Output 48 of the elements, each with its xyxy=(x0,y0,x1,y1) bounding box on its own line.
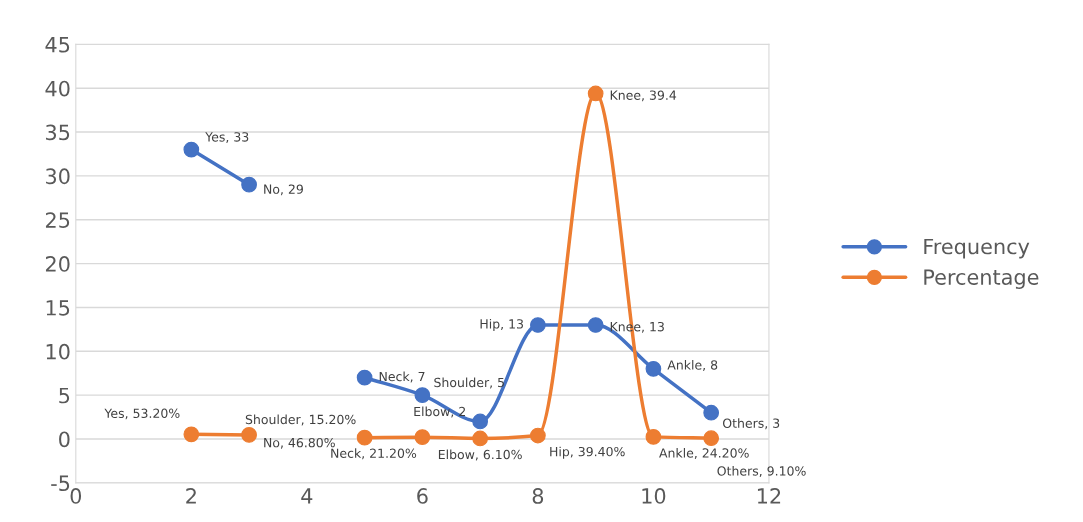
point xyxy=(183,141,200,158)
point xyxy=(472,430,488,447)
y-tick-label: 15 xyxy=(46,300,70,316)
point xyxy=(356,429,373,446)
data-label: Elbow, 2 xyxy=(414,406,465,418)
y-tick-label: 5 xyxy=(59,387,70,404)
y-tick-label: 45 xyxy=(45,37,70,53)
x-tick-label: 0 xyxy=(70,488,82,504)
y-tick-label: 0 xyxy=(59,431,70,448)
data-label: Ankle, 8 xyxy=(667,360,718,371)
data-label: Hip, 39.40% xyxy=(550,446,625,459)
data-label: Yes, 53.20% xyxy=(104,408,180,420)
point xyxy=(645,429,662,445)
x-tick-label: 4 xyxy=(301,488,313,504)
x-tick-label: 8 xyxy=(532,488,544,504)
data-label: Ankle, 24.20% xyxy=(659,447,749,459)
y-tick-label: -5 xyxy=(51,475,70,492)
legend-label: Percentage xyxy=(924,269,1039,289)
x-tick-label: 10 xyxy=(642,488,666,504)
point xyxy=(241,427,257,443)
y-tick-label: 10 xyxy=(46,343,70,360)
data-label: Knee, 39.4 xyxy=(610,90,677,102)
x-tick-label: 12 xyxy=(757,488,781,504)
data-label: Others, 3 xyxy=(722,418,780,430)
y-tick-label: 40 xyxy=(45,80,70,97)
data-label: Elbow, 6.10% xyxy=(438,449,522,461)
point xyxy=(703,430,720,447)
legend-label: Frequency xyxy=(924,238,1030,259)
data-label: Shoulder, 5 xyxy=(434,377,504,389)
point xyxy=(241,176,257,193)
data-label: Yes, 33 xyxy=(205,132,249,143)
point xyxy=(587,85,604,102)
data-label: No, 46.80% xyxy=(264,437,335,449)
y-tick-label: 35 xyxy=(46,124,70,141)
y-tick-label: 25 xyxy=(45,212,70,228)
x-tick-label: 2 xyxy=(186,488,196,504)
y-tick-label: 30 xyxy=(46,168,70,185)
data-label: Hip, 13 xyxy=(480,318,523,332)
data-label: No, 29 xyxy=(264,184,303,196)
point xyxy=(183,426,200,443)
data-label: Others, 9.10% xyxy=(717,465,806,477)
y-tick-label: 20 xyxy=(45,256,70,272)
x-tick-label: 6 xyxy=(417,488,428,504)
point xyxy=(530,427,546,444)
point xyxy=(414,429,431,446)
data-label: Neck, 21.20% xyxy=(331,448,417,460)
data-label: Shoulder, 15.20% xyxy=(245,414,356,426)
data-label: Neck, 7 xyxy=(379,371,425,383)
